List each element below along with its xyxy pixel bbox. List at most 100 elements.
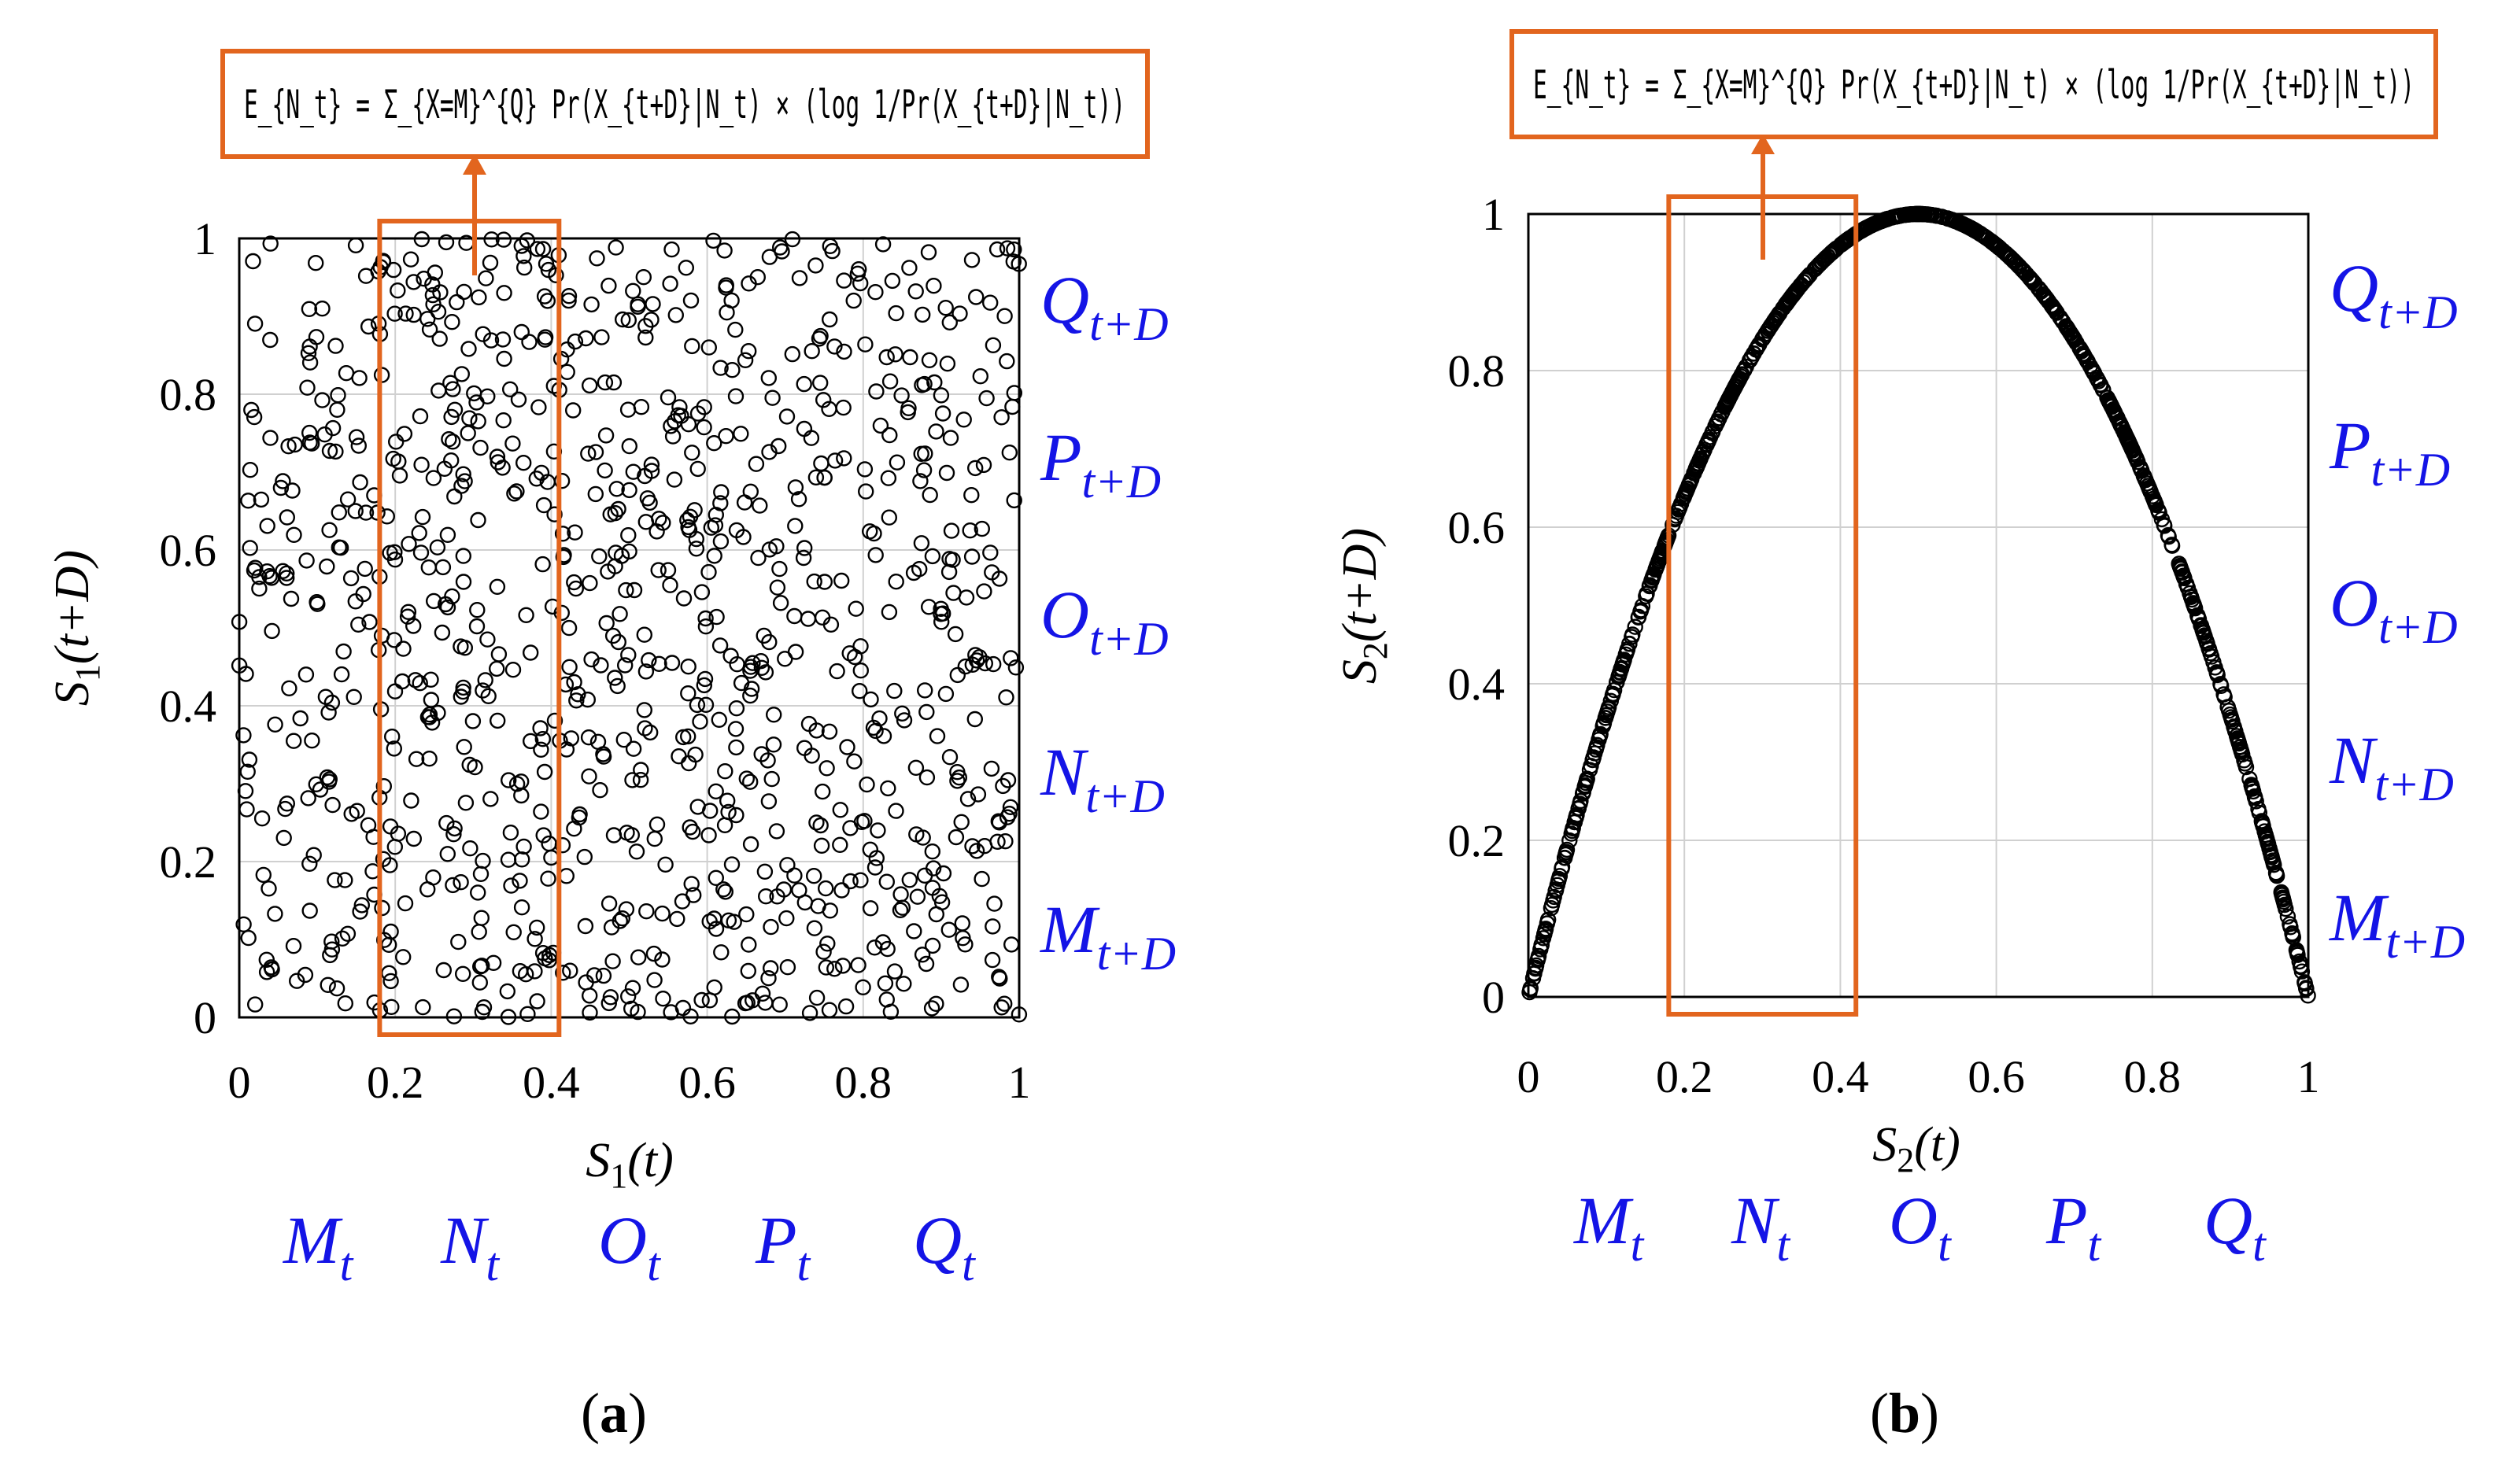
- scatter-point: [555, 965, 571, 981]
- scatter-point: [620, 988, 637, 1005]
- scatter-point: [608, 481, 625, 497]
- scatter-point: [319, 769, 335, 786]
- scatter-point: [312, 781, 329, 798]
- scatter-point: [535, 496, 552, 514]
- scatter-point: [397, 895, 414, 912]
- scatter-point: [949, 666, 966, 684]
- scatter-point: [289, 973, 305, 989]
- scatter-point: [456, 473, 473, 489]
- scatter-point: [997, 832, 1014, 850]
- scatter-point: [862, 900, 879, 917]
- scatter-point: [396, 426, 413, 442]
- scatter-point: [321, 771, 338, 788]
- scatter-point: [407, 672, 423, 688]
- scatter-point: [675, 729, 692, 746]
- scatter-point: [796, 375, 812, 393]
- scatter-point: [472, 958, 489, 975]
- scatter-point: [768, 823, 785, 840]
- scatter-point: [242, 540, 258, 556]
- scatter-point: [317, 688, 334, 705]
- scatter-point: [2018, 266, 2035, 282]
- scatter-point: [974, 870, 990, 888]
- scatter-point: [985, 337, 1002, 353]
- scatter-point: [808, 814, 825, 831]
- scatter-point: [689, 799, 706, 815]
- scatter-point: [350, 437, 367, 454]
- scatter-point: [701, 913, 718, 930]
- scatter-point: [470, 413, 486, 430]
- scatter-point: [724, 362, 741, 378]
- scatter-point: [1731, 371, 1748, 387]
- scatter-point: [866, 859, 884, 876]
- y-tick-label: 1: [1482, 189, 1505, 240]
- scatter-point: [506, 485, 523, 502]
- scatter-point: [619, 401, 637, 418]
- scatter-point: [439, 599, 456, 616]
- scatter-point: [586, 967, 603, 984]
- scatter-point: [628, 843, 645, 860]
- scatter-point: [2066, 331, 2083, 349]
- scatter-point: [852, 275, 869, 292]
- scatter-point: [1543, 899, 1560, 917]
- scatter-point: [796, 420, 813, 437]
- scatter-point: [1777, 297, 1794, 313]
- scatter-point: [716, 817, 733, 834]
- scatter-point: [812, 817, 829, 834]
- scatter-point: [685, 823, 701, 840]
- scatter-point: [968, 843, 985, 859]
- scatter-point: [2219, 699, 2236, 715]
- scatter-point: [534, 731, 551, 747]
- scatter-point: [1985, 234, 2001, 251]
- scatter-point: [1859, 219, 1876, 236]
- scatter-point: [931, 888, 948, 905]
- scatter-point: [772, 239, 789, 256]
- scatter-point: [819, 936, 836, 952]
- scatter-point: [967, 289, 985, 305]
- scatter-point: [323, 941, 341, 958]
- scatter-point: [466, 385, 482, 402]
- scatter-point: [939, 356, 956, 372]
- scatter-point: [299, 379, 316, 396]
- scatter-point: [1704, 425, 1720, 441]
- scatter-point: [2101, 394, 2119, 412]
- scatter-point: [432, 284, 449, 301]
- scatter-point: [1811, 257, 1827, 273]
- scatter-point: [1004, 398, 1021, 415]
- scatter-point: [1686, 465, 1702, 482]
- scatter-point: [347, 237, 364, 253]
- scatter-point: [635, 269, 652, 286]
- scatter-point: [516, 259, 533, 276]
- x-state-label-p: Pt: [2045, 1183, 2102, 1271]
- scatter-point: [834, 958, 852, 974]
- scatter-point: [900, 404, 916, 421]
- scatter-point: [648, 523, 665, 540]
- scatter-point: [566, 574, 582, 591]
- scatter-point: [286, 436, 303, 453]
- scatter-point: [405, 306, 422, 323]
- scatter-point: [321, 442, 338, 460]
- scatter-point: [892, 886, 909, 902]
- scatter-point: [697, 696, 715, 713]
- scatter-point: [479, 631, 496, 648]
- scatter-point: [1533, 937, 1550, 954]
- scatter-point: [941, 314, 959, 330]
- scatter-point: [884, 272, 901, 290]
- scatter-point: [439, 846, 456, 862]
- scatter-point: [952, 976, 970, 993]
- scatter-point: [1561, 832, 1578, 849]
- scatter-point: [764, 389, 781, 406]
- scatter-point: [246, 316, 264, 332]
- scatter-point: [424, 286, 442, 304]
- scatter-point: [993, 999, 1010, 1016]
- scatter-point: [308, 255, 324, 271]
- y-tick-label: 1: [194, 213, 216, 264]
- scatter-point: [1530, 947, 1547, 965]
- scatter-point: [682, 292, 700, 309]
- scatter-point: [262, 331, 279, 349]
- scatter-point: [738, 906, 755, 923]
- scatter-point: [1641, 578, 1658, 595]
- scatter-point: [638, 902, 655, 920]
- scatter-point: [1679, 480, 1696, 496]
- scatter-point: [339, 491, 357, 508]
